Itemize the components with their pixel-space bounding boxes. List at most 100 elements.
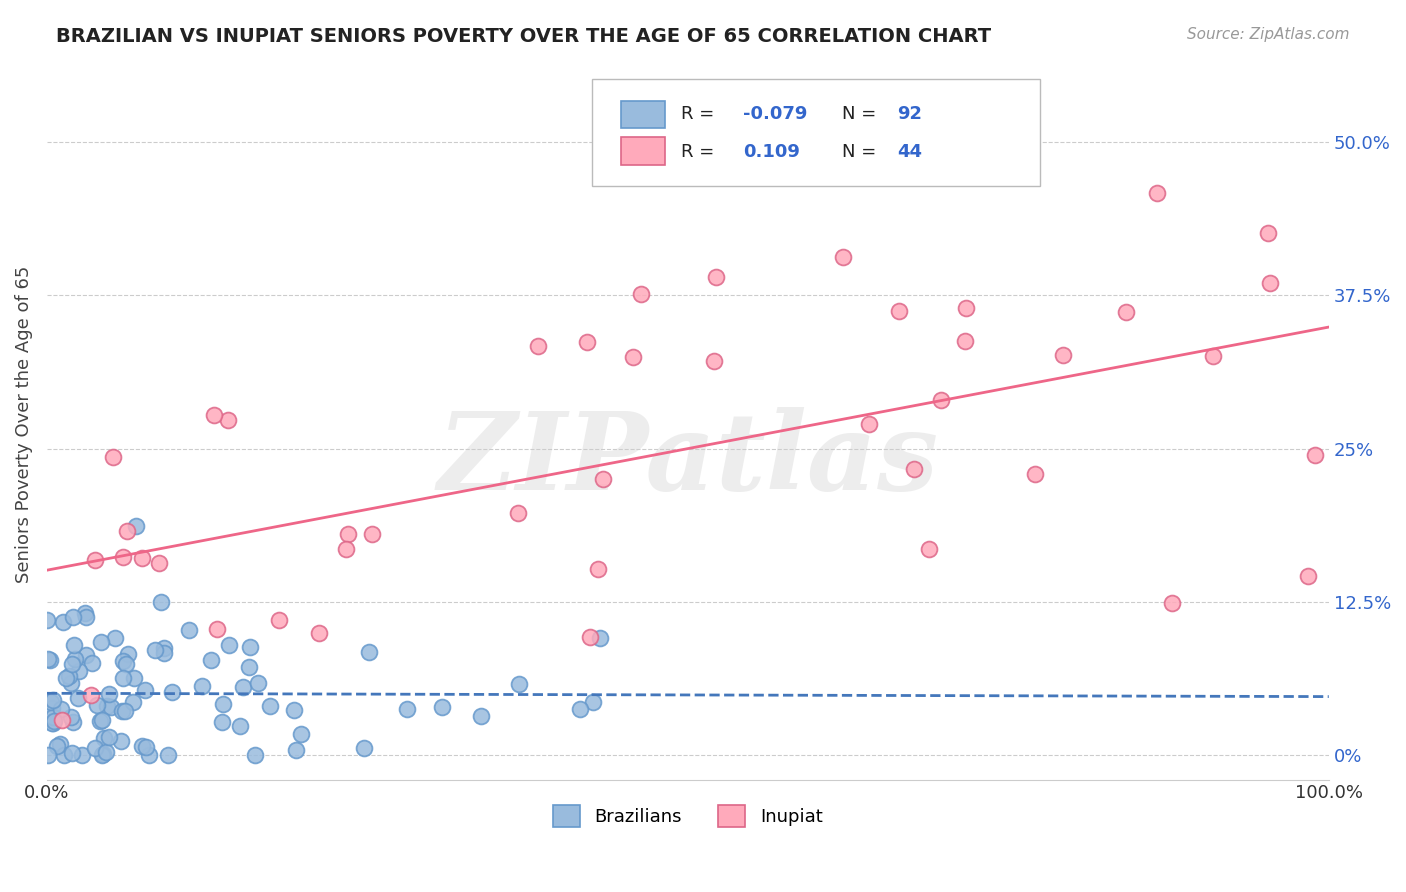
Point — [630, 287, 652, 301]
Text: N =: N = — [842, 143, 876, 161]
Point — [703, 353, 725, 368]
Point — [51, 702, 73, 716]
Point — [1024, 467, 1046, 482]
Point — [73, 606, 96, 620]
Point — [42, 716, 65, 731]
FancyBboxPatch shape — [592, 79, 1040, 186]
Point — [39, 653, 62, 667]
Point — [39, 696, 62, 710]
Point — [858, 417, 880, 432]
Point — [60, 709, 83, 723]
Text: 44: 44 — [897, 143, 922, 161]
Point — [623, 350, 645, 364]
Point — [111, 704, 134, 718]
Point — [72, 748, 94, 763]
Point — [62, 610, 84, 624]
Point — [96, 699, 118, 714]
Point — [955, 301, 977, 315]
Point — [578, 630, 600, 644]
Point — [290, 727, 312, 741]
Point — [60, 747, 83, 761]
Point — [1257, 226, 1279, 240]
Point — [93, 747, 115, 761]
Point — [470, 709, 492, 723]
Point — [124, 671, 146, 685]
Point — [1303, 448, 1326, 462]
Point — [576, 334, 599, 349]
FancyBboxPatch shape — [621, 101, 665, 128]
Point — [131, 739, 153, 753]
Point — [86, 698, 108, 712]
Point — [110, 733, 132, 747]
Point — [135, 739, 157, 754]
Point — [42, 710, 65, 724]
Point — [46, 739, 69, 754]
Point — [138, 748, 160, 763]
Point — [162, 685, 184, 699]
Point — [122, 696, 145, 710]
Point — [238, 660, 260, 674]
Point — [283, 703, 305, 717]
Point — [395, 702, 418, 716]
Point — [90, 748, 112, 763]
Point — [93, 731, 115, 745]
Point — [80, 656, 103, 670]
Point — [569, 702, 592, 716]
Point — [247, 676, 270, 690]
Point — [148, 556, 170, 570]
Point — [41, 716, 63, 731]
Point — [131, 551, 153, 566]
Point — [63, 651, 86, 665]
Point — [153, 646, 176, 660]
Point — [134, 683, 156, 698]
Point — [243, 748, 266, 763]
Point — [42, 693, 65, 707]
Point — [228, 719, 250, 733]
Point — [1052, 348, 1074, 362]
Point — [84, 740, 107, 755]
Point — [52, 615, 75, 629]
Text: ZIPatlas: ZIPatlas — [437, 407, 938, 513]
Point — [589, 631, 612, 645]
Point — [100, 699, 122, 714]
Point — [80, 688, 103, 702]
Point — [89, 714, 111, 728]
Point — [44, 714, 66, 728]
Point — [285, 743, 308, 757]
Point — [90, 713, 112, 727]
Point — [1260, 277, 1282, 291]
Point — [149, 595, 172, 609]
Point — [115, 657, 138, 672]
Point — [60, 657, 83, 671]
FancyBboxPatch shape — [621, 137, 665, 164]
Point — [582, 695, 605, 709]
Point — [508, 506, 530, 520]
Point — [114, 704, 136, 718]
Point — [97, 688, 120, 702]
Point — [430, 700, 453, 714]
Point — [117, 648, 139, 662]
Point — [52, 748, 75, 763]
Point — [217, 412, 239, 426]
Point — [929, 393, 952, 408]
Point — [55, 671, 77, 685]
Point — [67, 691, 90, 706]
Legend: Brazilians, Inupiat: Brazilians, Inupiat — [546, 798, 830, 835]
Point — [179, 623, 201, 637]
Point — [37, 652, 59, 666]
Point — [1146, 186, 1168, 200]
Point — [112, 671, 135, 685]
Point — [259, 699, 281, 714]
Point — [1161, 596, 1184, 610]
Point — [111, 654, 134, 668]
Point — [588, 562, 610, 576]
Point — [145, 642, 167, 657]
Point — [96, 745, 118, 759]
Text: N =: N = — [842, 105, 876, 123]
Point — [211, 714, 233, 729]
Point — [41, 700, 63, 714]
Point — [101, 450, 124, 465]
Point — [97, 730, 120, 744]
Point — [1202, 349, 1225, 363]
Point — [232, 681, 254, 695]
